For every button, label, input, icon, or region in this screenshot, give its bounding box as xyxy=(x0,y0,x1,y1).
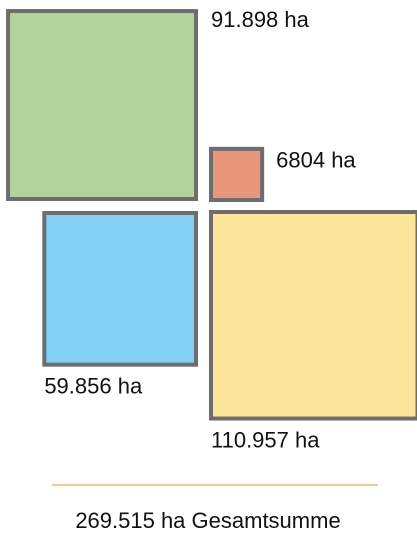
area-square xyxy=(42,211,199,367)
total-label: 269.515 ha Gesamtsumme xyxy=(75,508,340,533)
area-square xyxy=(6,9,198,201)
value-label: 110.957 ha xyxy=(211,427,320,452)
area-square xyxy=(209,146,265,203)
area-square xyxy=(209,210,417,421)
value-label: 6804 ha xyxy=(276,148,356,173)
value-label: 91.898 ha xyxy=(211,7,310,32)
value-label: 59.856 ha xyxy=(44,373,143,398)
